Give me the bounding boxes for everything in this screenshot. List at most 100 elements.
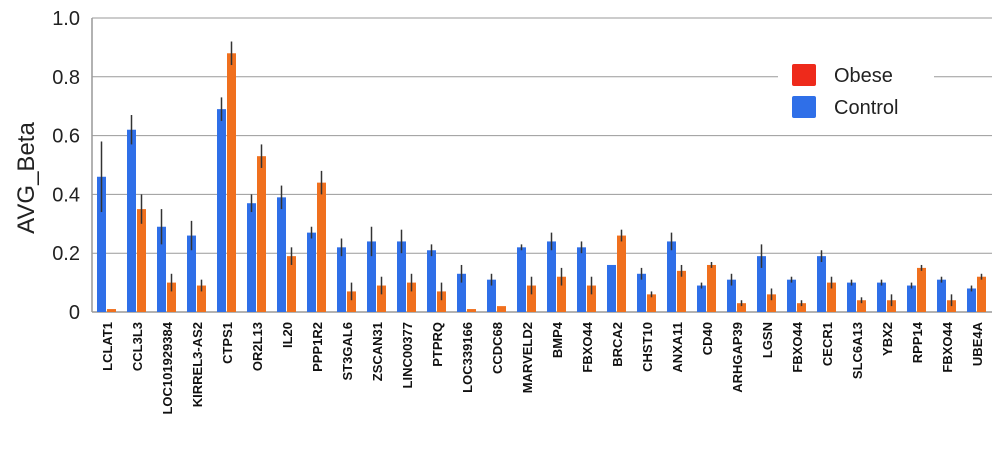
x-tick-label: CTPS1	[220, 322, 235, 364]
x-tick-label: KIRREL3-AS2	[190, 322, 205, 407]
bar-obese	[527, 285, 536, 312]
legend-label-obese: Obese	[834, 65, 893, 87]
bar-control	[937, 279, 946, 312]
bar-control	[517, 247, 526, 312]
x-tick-label: FBXO44	[940, 321, 955, 372]
x-tick-label: LINC00377	[400, 322, 415, 388]
bar-control	[667, 241, 676, 312]
bar-obese	[767, 294, 776, 312]
bar-control	[337, 247, 346, 312]
x-tick-label: BMP4	[550, 321, 565, 358]
x-tick-label: OR2L13	[250, 322, 265, 371]
x-tick-label: FBXO44	[580, 321, 595, 372]
bar-obese	[347, 291, 356, 312]
x-tick-label: CCDC68	[490, 322, 505, 374]
y-tick-label: 1.0	[52, 8, 80, 30]
bar-control	[157, 226, 166, 312]
bar-control	[577, 247, 586, 312]
x-tick-label: CCL3L3	[130, 322, 145, 371]
bar-control	[217, 109, 226, 312]
bar-obese	[827, 282, 836, 312]
legend-swatch-control	[792, 96, 816, 118]
x-tick-label: CHST10	[640, 322, 655, 372]
y-tick-label: 0.4	[52, 184, 80, 206]
bars	[97, 41, 986, 312]
legend-swatch-obese	[792, 64, 816, 86]
x-tick-label: UBE4A	[970, 321, 985, 366]
bar-obese	[167, 282, 176, 312]
bar-control	[397, 241, 406, 312]
x-tick-label: ARHGAP39	[730, 322, 745, 393]
x-tick-label: CECR1	[820, 322, 835, 366]
bar-control	[97, 176, 106, 312]
bar-obese	[497, 306, 506, 312]
bar-control	[637, 273, 646, 312]
bar-control	[427, 250, 436, 312]
x-tick-label: MARVELD2	[520, 322, 535, 393]
bar-control	[907, 285, 916, 312]
bar-control	[757, 256, 766, 312]
y-tick-label: 0.6	[52, 126, 80, 148]
bar-obese	[107, 309, 116, 312]
bar-obese	[437, 291, 446, 312]
x-tick-label: LOC101929384	[160, 321, 175, 414]
bar-obese	[677, 270, 686, 312]
bar-control	[367, 241, 376, 312]
x-tick-label: CD40	[700, 322, 715, 355]
bar-obese	[587, 285, 596, 312]
bar-control	[547, 241, 556, 312]
bar-obese	[377, 285, 386, 312]
bar-control	[817, 256, 826, 312]
bar-obese	[617, 235, 626, 312]
bar-obese	[257, 156, 266, 312]
bar-control	[127, 129, 136, 312]
x-tick-label: YBX2	[880, 322, 895, 356]
bar-obese	[737, 303, 746, 312]
bar-control	[697, 285, 706, 312]
x-tick-labels: LCLAT1 CCL3L3 LOC101929384 KIRREL3-AS2 CTPS1…	[100, 321, 985, 414]
bar-control	[277, 197, 286, 312]
y-tick-labels: 0 0.2 0.4 0.6 0.8 1.0	[52, 8, 80, 324]
bar-obese	[137, 209, 146, 312]
y-tick-label: 0	[69, 302, 80, 324]
bar-obese	[857, 300, 866, 312]
bar-control	[187, 235, 196, 312]
x-tick-label: ST3GAL6	[340, 322, 355, 381]
x-tick-label: LCLAT1	[100, 322, 115, 371]
x-tick-label: ANXA11	[670, 322, 685, 373]
bar-obese	[197, 285, 206, 312]
x-tick-label: BRCA2	[610, 322, 625, 367]
y-tick-label: 0.2	[52, 243, 80, 265]
bar-control	[967, 288, 976, 312]
bar-obese	[227, 53, 236, 312]
bar-control	[727, 279, 736, 312]
x-tick-label: FBXO44	[790, 321, 805, 372]
bar-obese	[287, 256, 296, 312]
bar-obese	[707, 264, 716, 312]
bar-obese	[557, 276, 566, 312]
bar-obese	[647, 294, 656, 312]
bar-obese	[797, 303, 806, 312]
x-tick-label: PPP1R2	[310, 322, 325, 372]
x-tick-label: LOC339166	[460, 322, 475, 393]
x-tick-label: ZSCAN31	[370, 322, 385, 381]
bar-control	[787, 279, 796, 312]
x-tick-label: RPP14	[910, 321, 925, 363]
legend: Obese Control	[778, 52, 934, 130]
bar-control	[877, 282, 886, 312]
x-tick-label: PTPRQ	[430, 322, 445, 367]
legend-label-control: Control	[834, 97, 898, 119]
x-tick-label: SLC6A13	[850, 322, 865, 379]
y-axis-title: AVG_Beta	[13, 122, 40, 234]
bar-obese	[467, 309, 476, 312]
bar-control	[607, 264, 616, 312]
x-tick-label: LGSN	[760, 322, 775, 358]
bar-obese	[317, 182, 326, 312]
bar-control	[457, 273, 466, 312]
bar-obese	[977, 276, 986, 312]
bar-control	[307, 232, 316, 312]
bar-obese	[407, 282, 416, 312]
bar-control	[847, 282, 856, 312]
